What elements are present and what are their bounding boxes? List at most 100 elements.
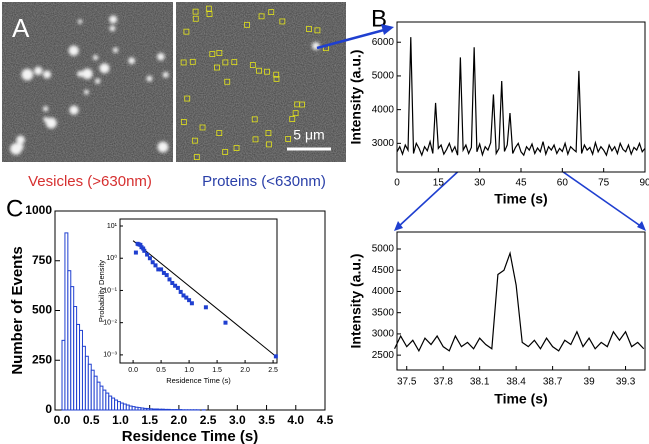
marker — [183, 28, 190, 35]
point — [156, 267, 161, 272]
spot — [21, 68, 34, 81]
y-tick-label: 10⁰ — [106, 254, 117, 262]
fit-line — [132, 240, 277, 357]
y-tick-label: 5000 — [372, 244, 395, 255]
point — [161, 270, 166, 275]
y-tick-label: 2500 — [372, 350, 395, 361]
point — [138, 242, 143, 247]
marker — [205, 5, 212, 12]
spot — [94, 78, 101, 84]
y-axis-title: Probability Density — [97, 260, 106, 322]
marker — [199, 124, 206, 131]
scale-label: 5 μm — [293, 127, 324, 143]
x-axis-title: Residence Time (s) — [166, 376, 231, 385]
marker — [222, 59, 229, 66]
x-tick-label: 4.0 — [287, 413, 304, 427]
marker — [206, 11, 213, 18]
spot — [45, 117, 57, 129]
spot — [128, 57, 136, 65]
marker — [184, 95, 191, 102]
point — [175, 285, 180, 290]
spot — [109, 15, 118, 24]
x-tick-label: 45 — [515, 178, 527, 189]
x-tick-label: 2.0 — [240, 367, 250, 374]
y-tick-label: 3500 — [372, 307, 395, 318]
y-tick-label: 250 — [32, 352, 52, 366]
marker — [216, 130, 223, 136]
x-tick-label: 1.5 — [212, 367, 222, 374]
y-tick-label: 500 — [32, 303, 52, 317]
point — [181, 293, 186, 298]
marker — [180, 119, 187, 125]
marker — [279, 18, 286, 25]
x-tick-label: 3.0 — [229, 413, 246, 427]
marker — [273, 75, 280, 82]
marker — [192, 8, 199, 15]
image-noise — [176, 2, 346, 162]
chart: 0 15 30 45 60 75 90 3000 4000 5000 6000 Time (s) Int… — [348, 21, 649, 207]
x-tick-label: 30 — [474, 178, 486, 189]
y-axis-title: Number of Events — [9, 246, 26, 374]
y-tick-label: 4000 — [372, 286, 395, 297]
marker — [265, 141, 272, 148]
x-tick-label: 37.5 — [397, 377, 417, 388]
spot — [99, 63, 110, 74]
x-tick-label: 39 — [584, 377, 596, 388]
marker — [193, 154, 200, 160]
marker — [306, 26, 312, 32]
point — [223, 320, 228, 325]
chart: 0.0 0.5 1.0 1.5 2.0 2.5 10⁻³ 10⁻² 10⁻¹ 10⁰ 10¹ Resi… — [97, 218, 278, 385]
x-tick-label: 38.4 — [506, 377, 526, 388]
y-tick-label: 10⁻¹ — [103, 287, 117, 294]
spot — [16, 135, 25, 145]
y-tick-label: 5000 — [372, 71, 395, 82]
y-tick-label: 1000 — [25, 203, 52, 217]
marker — [189, 58, 196, 65]
spot — [43, 70, 52, 79]
x-tick-label: 38.1 — [470, 377, 490, 388]
x-tick-label: 75 — [598, 178, 610, 189]
marker — [268, 9, 275, 16]
marker — [265, 130, 272, 137]
image-noise — [2, 2, 173, 162]
x-tick-label: 4.5 — [317, 413, 334, 427]
x-tick-label: 0.0 — [54, 413, 71, 427]
spot — [162, 71, 169, 78]
spot — [81, 68, 93, 80]
x-axis-title: Time (s) — [494, 391, 547, 407]
y-tick-label: 3000 — [372, 329, 395, 340]
x-tick-label: 0.0 — [128, 367, 138, 374]
chart: 37.5 37.8 38.1 38.4 38.7 39 39.3 2500 3000 3500 40… — [348, 231, 646, 407]
marker — [264, 68, 270, 75]
point — [159, 267, 164, 272]
arrow — [316, 28, 385, 50]
protein-markers — [180, 5, 329, 160]
x-tick-label: 3.5 — [258, 413, 275, 427]
point — [141, 246, 146, 251]
x-tick-label: 15 — [433, 178, 445, 189]
x-tick-label: 2.0 — [171, 413, 188, 427]
spot — [68, 45, 79, 56]
marker — [258, 13, 265, 20]
y-axis-title: Intensity (a.u.) — [348, 50, 364, 145]
x-tick-label: 1.0 — [112, 413, 129, 427]
marker — [214, 64, 220, 71]
marker — [292, 110, 299, 117]
trace — [394, 250, 645, 353]
marker — [180, 59, 187, 66]
y-tick-label: 3000 — [372, 138, 395, 149]
point — [167, 277, 172, 282]
plot-frame — [119, 218, 278, 364]
x-tick-label: 60 — [557, 178, 569, 189]
x-tick-label: 0.5 — [83, 413, 100, 427]
y-tick-label: 6000 — [372, 37, 395, 48]
trace — [396, 37, 646, 157]
spot — [92, 54, 99, 61]
point — [189, 301, 194, 306]
marker — [249, 62, 256, 68]
y-tick-label: 4000 — [372, 104, 395, 115]
arrowhead — [637, 221, 646, 231]
x-tick-label: 39.3 — [616, 377, 636, 388]
